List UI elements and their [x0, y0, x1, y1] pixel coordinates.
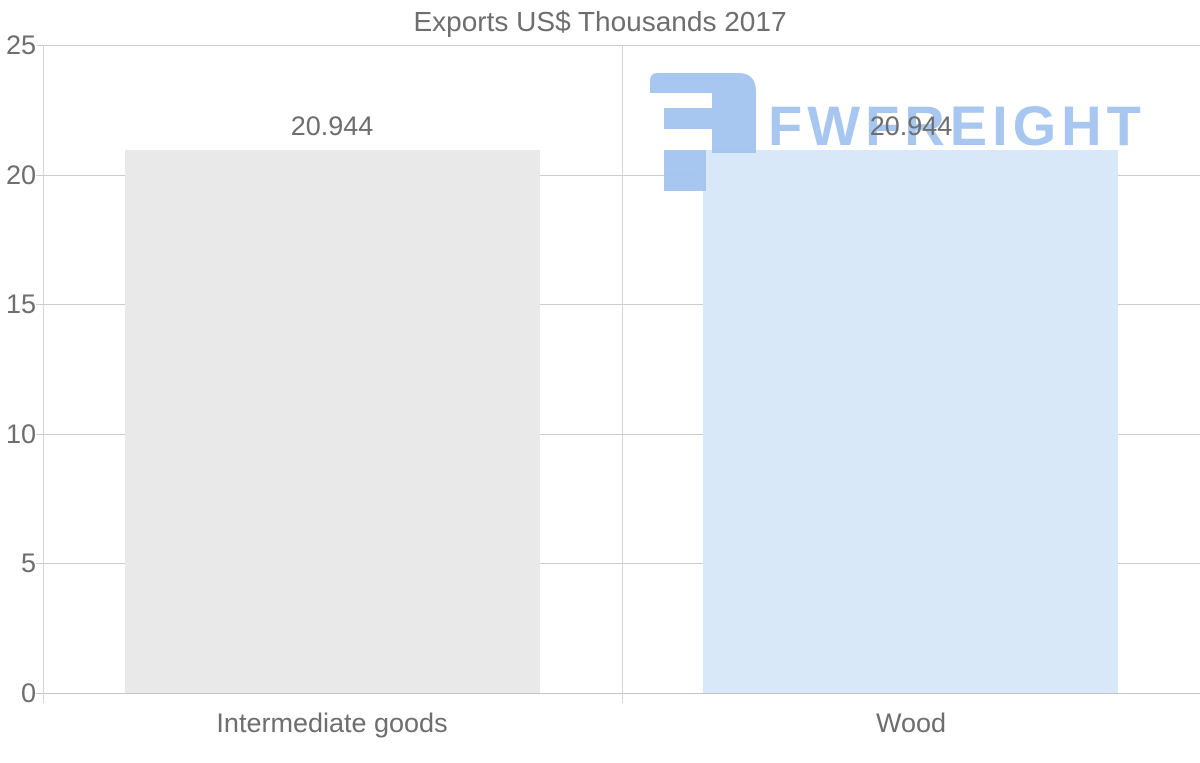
y-gridline	[36, 434, 1200, 435]
bar-value-label: 20.944	[869, 111, 953, 141]
y-tick-label: 10	[5, 419, 36, 449]
x-gridline	[622, 45, 623, 703]
logo-middle-arm	[664, 108, 712, 129]
fwfreight-logo-icon	[650, 73, 756, 191]
y-tick-label: 25	[5, 30, 36, 60]
category-label: Intermediate goods	[216, 708, 448, 738]
x-gridline	[43, 45, 44, 703]
bar-wood	[703, 150, 1118, 693]
y-gridline	[36, 304, 1200, 305]
y-tick-label: 15	[5, 289, 36, 319]
y-gridline	[36, 563, 1200, 564]
y-gridline	[36, 45, 1200, 46]
y-tick-label: 20	[5, 160, 36, 190]
category-label: Wood	[875, 708, 947, 738]
y-gridline	[36, 175, 1200, 176]
y-tick-label: 5	[20, 548, 36, 578]
bar-intermediate-goods	[125, 150, 540, 693]
y-gridline	[36, 693, 1200, 694]
logo-top-arm	[650, 73, 714, 93]
bar-value-label: 20.944	[290, 111, 374, 141]
logo-stem	[712, 73, 756, 153]
chart-title: Exports US$ Thousands 2017	[413, 6, 787, 37]
watermark-wordmark: FWFREIGHT	[768, 94, 1146, 157]
logo-foot	[664, 150, 706, 191]
y-tick-label: 0	[20, 678, 36, 708]
